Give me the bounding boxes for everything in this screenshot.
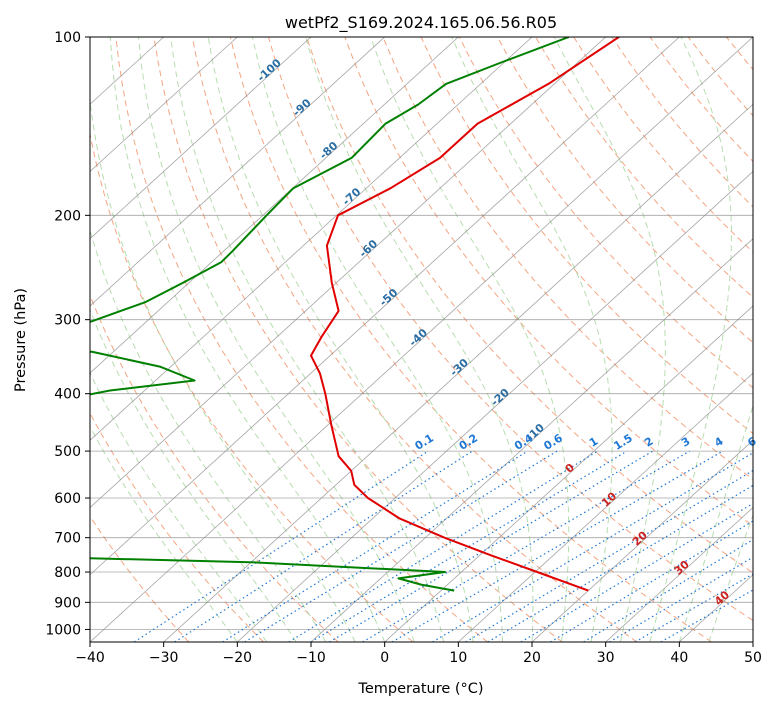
isotherm-gridline: [90, 37, 238, 172]
y-tick-label: 900: [54, 595, 81, 611]
isotherm-gridline: [310, 238, 753, 642]
y-tick-label: 400: [54, 387, 81, 403]
moist-adiabat: [138, 37, 415, 642]
isotherm-gridline: [90, 37, 533, 441]
mixing-ratio-line: [222, 450, 528, 642]
isotherm-gridline: [90, 37, 753, 642]
moist-adiabat: [90, 425, 238, 642]
mixing-ratio-line: [362, 450, 690, 642]
y-tick-label: 500: [54, 444, 81, 460]
x-tick-label: −40: [75, 650, 105, 666]
mixing-ratio-line: [634, 573, 753, 642]
chart-title: wetPf2_S169.2024.165.06.56.R05: [285, 13, 557, 33]
dry-adiabat: [496, 37, 753, 344]
axis-ticks: −40 −30 −20 −10 0 10 20 30 40 50 100 200 300 400 500 60…: [45, 30, 762, 666]
dry-adiabat: [153, 37, 563, 642]
mixing-ratio-line: [583, 538, 753, 642]
plot-frame: [89, 36, 754, 643]
isotherm-gridline: [90, 37, 606, 509]
x-tick-label: 20: [523, 650, 541, 666]
moist-adiabat: [305, 37, 534, 642]
moist-adiabat: [649, 37, 732, 642]
dry-adiabat: [229, 37, 712, 642]
isotherm-gridline: [90, 37, 680, 576]
moist-adiabat: [170, 37, 445, 642]
dry-adiabat: [382, 37, 753, 481]
dry-adiabat: [90, 131, 414, 642]
y-axis-title: Pressure (hPa): [13, 288, 29, 392]
moist-adiabat: [251, 37, 503, 642]
dry-adiabat: [268, 37, 753, 622]
mixing-ratio-line: [288, 450, 598, 642]
moist-adiabat: [90, 96, 356, 642]
dry-adiabat: [90, 515, 190, 642]
mixing-ratio-line: [174, 450, 473, 642]
x-tick-label: −20: [223, 650, 253, 666]
x-tick-label: 0: [380, 650, 389, 666]
y-tick-label: 600: [54, 491, 81, 507]
dry-adiabat: [191, 37, 638, 642]
dry-adiabat: [90, 412, 264, 642]
moist-adiabat: [90, 371, 268, 642]
x-tick-label: 10: [449, 650, 467, 666]
y-tick-label: 1000: [45, 622, 81, 638]
moist-adiabat: [451, 37, 613, 642]
moist-adiabat: [90, 228, 327, 642]
moist-adiabat: [207, 37, 474, 642]
moist-adiabat: [553, 37, 666, 642]
moist-adiabat: [109, 37, 386, 642]
isotherm-gridline: [531, 439, 753, 642]
isotherm-gridline: [90, 37, 312, 240]
isotherm-gridline: [163, 103, 753, 642]
isotherm-gridline: [605, 507, 753, 642]
isotherm-gridline: [458, 372, 753, 642]
y-tick-label: 700: [54, 531, 81, 547]
dry-adiabat: [90, 293, 339, 642]
y-tick-label: 800: [54, 565, 81, 581]
x-tick-label: −10: [296, 650, 326, 666]
x-axis-title: Temperature (°C): [357, 681, 483, 697]
isotherm-gridline: [90, 37, 459, 374]
x-tick-label: 50: [744, 650, 762, 666]
x-tick-label: 30: [597, 650, 615, 666]
moist-adiabat: [370, 37, 570, 642]
y-tick-label: 100: [54, 30, 81, 46]
y-tick-label: 200: [54, 208, 81, 224]
moist-adiabat: [678, 404, 753, 642]
dry-adiabat: [306, 37, 753, 574]
x-tick-label: 40: [670, 650, 688, 666]
isotherm-gridline: [237, 170, 753, 642]
dewpoint-profile-line: [90, 37, 570, 592]
moist-adiabat: [708, 513, 753, 642]
y-tick-label: 300: [54, 313, 81, 329]
mixing-ratio-line: [391, 450, 724, 642]
dry-adiabat: [535, 37, 753, 298]
profile-series: [90, 37, 620, 592]
temperature-profile-line: [310, 37, 620, 592]
isotherm-gridline: [90, 37, 385, 307]
x-tick-label: −30: [149, 650, 179, 666]
isotherm-gridline: [384, 305, 753, 642]
